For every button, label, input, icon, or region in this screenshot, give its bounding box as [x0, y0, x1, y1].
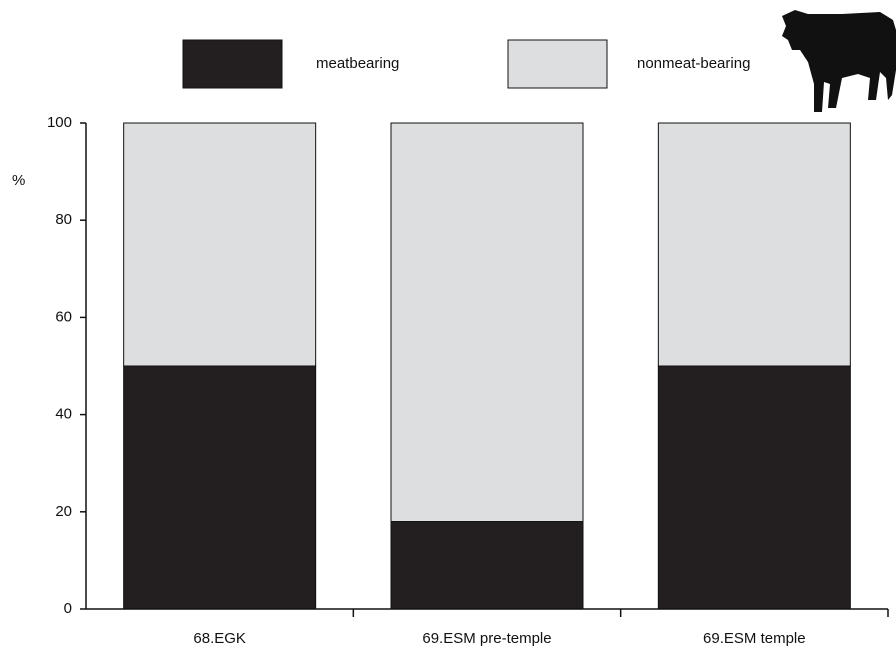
y-tick-label: 100: [47, 114, 72, 131]
y-tick-label: 60: [55, 308, 72, 325]
x-tick-label: 68.EGK: [193, 630, 246, 647]
legend-label: meatbearing: [316, 55, 399, 72]
legend-label: nonmeat-bearing: [637, 55, 750, 72]
cow-icon: [782, 10, 896, 112]
y-tick-label: 40: [55, 406, 72, 423]
legend-swatch: [507, 39, 608, 89]
bar-segment: [657, 365, 851, 610]
bar-segment: [657, 122, 851, 367]
y-tick-label: 0: [64, 600, 72, 617]
bar-segment: [390, 122, 584, 523]
x-tick-label: 69.ESM pre-temple: [422, 630, 551, 647]
y-tick-label: 20: [55, 503, 72, 520]
bar-segment: [123, 122, 317, 367]
bar-segment: [123, 365, 317, 610]
x-tick-label: 69.ESM temple: [703, 630, 806, 647]
bar-segment: [390, 521, 584, 610]
legend-swatch: [182, 39, 283, 89]
y-tick-label: 80: [55, 211, 72, 228]
y-axis-label: %: [12, 172, 25, 189]
